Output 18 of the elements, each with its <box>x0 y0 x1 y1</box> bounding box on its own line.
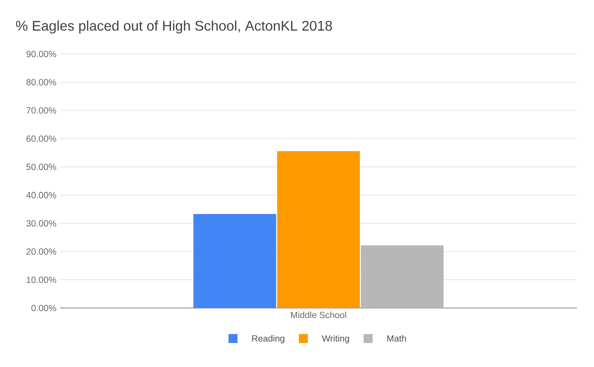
y-tick-label: 40.00% <box>26 192 56 198</box>
legend-label: Reading <box>252 335 284 344</box>
y-tick-label: 90.00% <box>26 50 56 58</box>
chart-title: % Eagles placed out of High School, ActonKL 2018 <box>16 20 332 34</box>
legend-label: Writing <box>322 335 350 344</box>
bar <box>360 245 444 308</box>
y-tick-label: 60.00% <box>26 135 56 142</box>
y-tick-label: 0.00% <box>31 304 56 312</box>
y-tick-label: 30.00% <box>26 220 56 227</box>
y-tick-label: 70.00% <box>26 107 56 114</box>
y-tick-label: 10.00% <box>26 276 56 283</box>
bar <box>193 214 276 308</box>
bar <box>277 151 360 308</box>
x-tick-label: Middle School <box>291 312 346 318</box>
legend-label: Math <box>387 335 406 342</box>
y-tick-label: 50.00% <box>26 164 56 170</box>
y-tick-label: 20.00% <box>26 248 56 255</box>
y-tick-label: 80.00% <box>26 79 56 86</box>
